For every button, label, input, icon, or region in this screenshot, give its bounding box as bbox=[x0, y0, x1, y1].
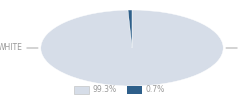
FancyBboxPatch shape bbox=[127, 86, 142, 94]
FancyBboxPatch shape bbox=[74, 86, 89, 94]
Text: 0.7%: 0.7% bbox=[145, 86, 164, 94]
Text: WHITE: WHITE bbox=[0, 44, 23, 52]
Text: 99.3%: 99.3% bbox=[92, 86, 117, 94]
Wedge shape bbox=[128, 10, 132, 48]
Wedge shape bbox=[41, 10, 223, 86]
